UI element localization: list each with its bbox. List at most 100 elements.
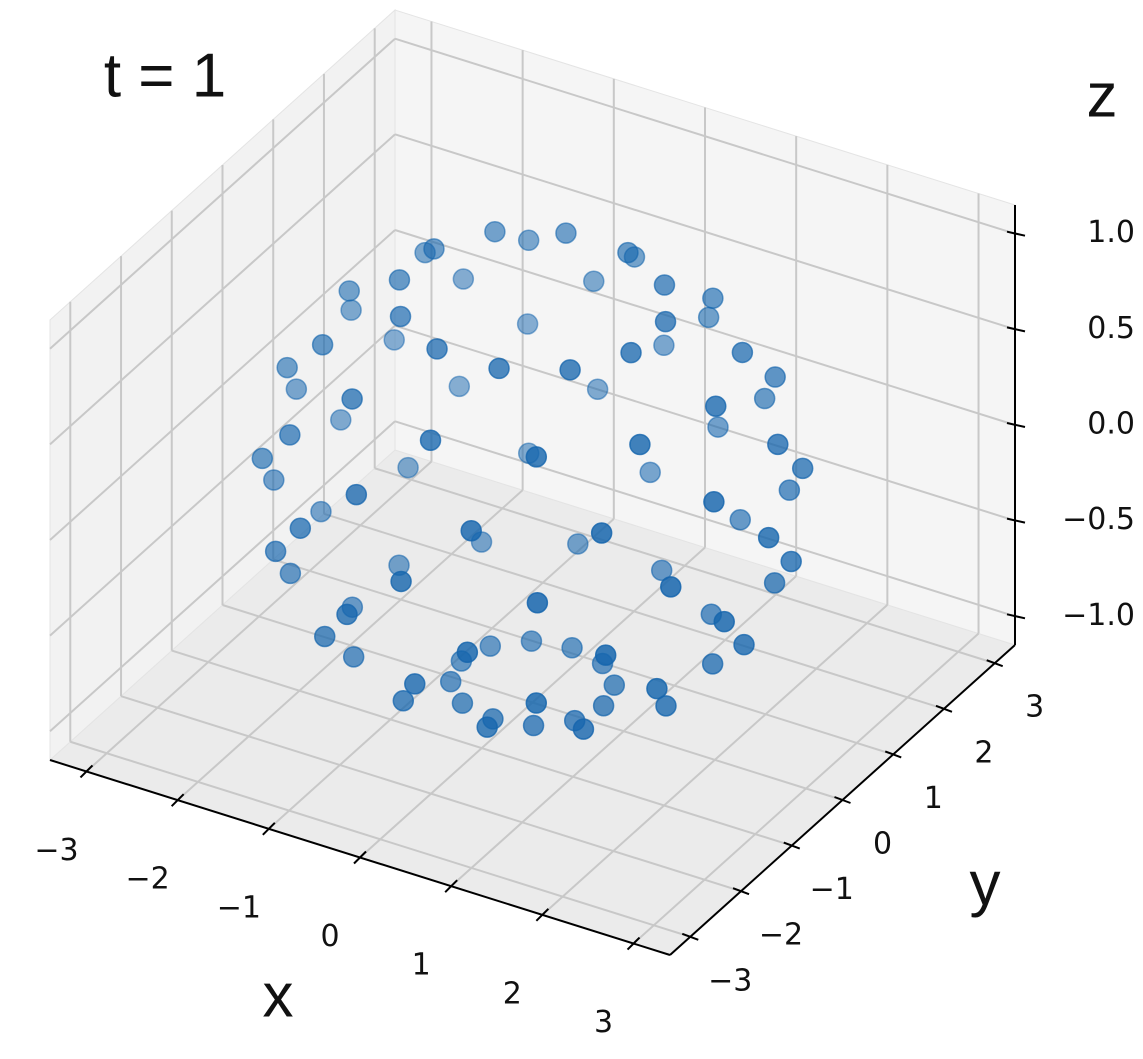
grid-line bbox=[120, 695, 742, 893]
point bbox=[476, 716, 498, 738]
y-tick-mark bbox=[834, 796, 851, 804]
point bbox=[594, 644, 617, 666]
x-tick-mark bbox=[444, 879, 458, 893]
grid-line bbox=[394, 229, 1016, 426]
point bbox=[707, 416, 729, 438]
point bbox=[520, 630, 543, 652]
z-tick-mark bbox=[1006, 230, 1026, 237]
point bbox=[763, 572, 786, 594]
point bbox=[660, 576, 682, 598]
point bbox=[522, 714, 545, 737]
point bbox=[279, 562, 302, 585]
point bbox=[448, 375, 471, 398]
point bbox=[653, 334, 675, 357]
point bbox=[285, 378, 308, 400]
grid-line bbox=[323, 512, 945, 710]
point bbox=[702, 287, 724, 309]
point bbox=[646, 677, 668, 700]
point bbox=[705, 395, 727, 417]
point bbox=[555, 222, 577, 244]
point bbox=[791, 457, 814, 480]
x-tick-label: 1 bbox=[412, 948, 431, 983]
point bbox=[639, 461, 661, 484]
point bbox=[479, 635, 502, 657]
y-tick-label: −1 bbox=[810, 872, 854, 907]
point bbox=[753, 387, 776, 410]
z-tick-mark bbox=[1006, 613, 1026, 620]
point bbox=[572, 718, 595, 740]
point bbox=[516, 313, 539, 335]
y-tick-mark bbox=[732, 887, 750, 896]
y-axis-label: y bbox=[970, 849, 1001, 918]
point bbox=[404, 673, 426, 695]
point bbox=[731, 341, 754, 364]
point bbox=[764, 366, 786, 388]
point bbox=[338, 280, 360, 302]
point bbox=[311, 333, 334, 356]
point bbox=[653, 274, 676, 296]
point bbox=[340, 299, 362, 321]
point bbox=[276, 356, 298, 379]
z-axis-label: z bbox=[1087, 61, 1118, 130]
point bbox=[390, 570, 412, 593]
point bbox=[451, 692, 474, 714]
point bbox=[336, 603, 358, 626]
point bbox=[650, 559, 673, 582]
y-tick-label: −2 bbox=[759, 918, 803, 953]
point bbox=[488, 357, 510, 380]
point bbox=[567, 533, 589, 555]
point bbox=[342, 646, 365, 668]
x-tick-mark bbox=[535, 908, 550, 922]
point bbox=[757, 526, 780, 549]
point bbox=[729, 509, 751, 531]
z-tick-label: 0.5 bbox=[1087, 311, 1135, 346]
z-tick-label: 1.0 bbox=[1087, 215, 1135, 250]
point bbox=[713, 610, 735, 633]
z-tick-label: 0.0 bbox=[1087, 407, 1135, 442]
grid-line bbox=[394, 420, 1016, 618]
y-tick-label: −3 bbox=[708, 963, 752, 998]
y-tick-mark bbox=[986, 659, 1004, 668]
point bbox=[703, 491, 725, 513]
point bbox=[559, 359, 581, 381]
x-tick-mark bbox=[170, 793, 185, 807]
grid-line bbox=[171, 649, 793, 847]
z-tick-mark bbox=[1006, 422, 1026, 428]
point bbox=[780, 550, 802, 573]
x-tick-label: −2 bbox=[126, 862, 170, 897]
point bbox=[655, 695, 677, 717]
grid-line bbox=[394, 133, 1016, 331]
point bbox=[767, 433, 789, 456]
point bbox=[592, 694, 615, 717]
point bbox=[289, 517, 312, 539]
point bbox=[590, 522, 613, 544]
point bbox=[460, 519, 482, 542]
point bbox=[583, 270, 605, 292]
point bbox=[397, 456, 419, 479]
grid-line bbox=[69, 740, 691, 938]
z-tick-mark bbox=[1006, 326, 1026, 333]
point bbox=[778, 479, 801, 501]
point bbox=[525, 446, 548, 468]
points bbox=[251, 220, 814, 740]
y-tick-label: 1 bbox=[924, 781, 943, 816]
point bbox=[456, 641, 479, 664]
x-axis-label: x bbox=[263, 961, 294, 1030]
point bbox=[279, 424, 301, 446]
y-tick-label: 2 bbox=[974, 735, 993, 770]
y-tick-mark bbox=[935, 704, 953, 713]
grid-line bbox=[394, 37, 1016, 235]
point bbox=[251, 447, 274, 470]
point bbox=[561, 637, 583, 659]
x-tick-label: 3 bbox=[594, 1005, 613, 1040]
z-tick-label: −1.0 bbox=[1062, 598, 1135, 633]
point bbox=[383, 329, 405, 351]
point bbox=[341, 388, 363, 410]
y-tick-label: 0 bbox=[873, 827, 892, 862]
point bbox=[423, 238, 445, 260]
point bbox=[345, 483, 368, 506]
x-tick-mark bbox=[353, 850, 367, 865]
grid-line bbox=[49, 133, 396, 446]
